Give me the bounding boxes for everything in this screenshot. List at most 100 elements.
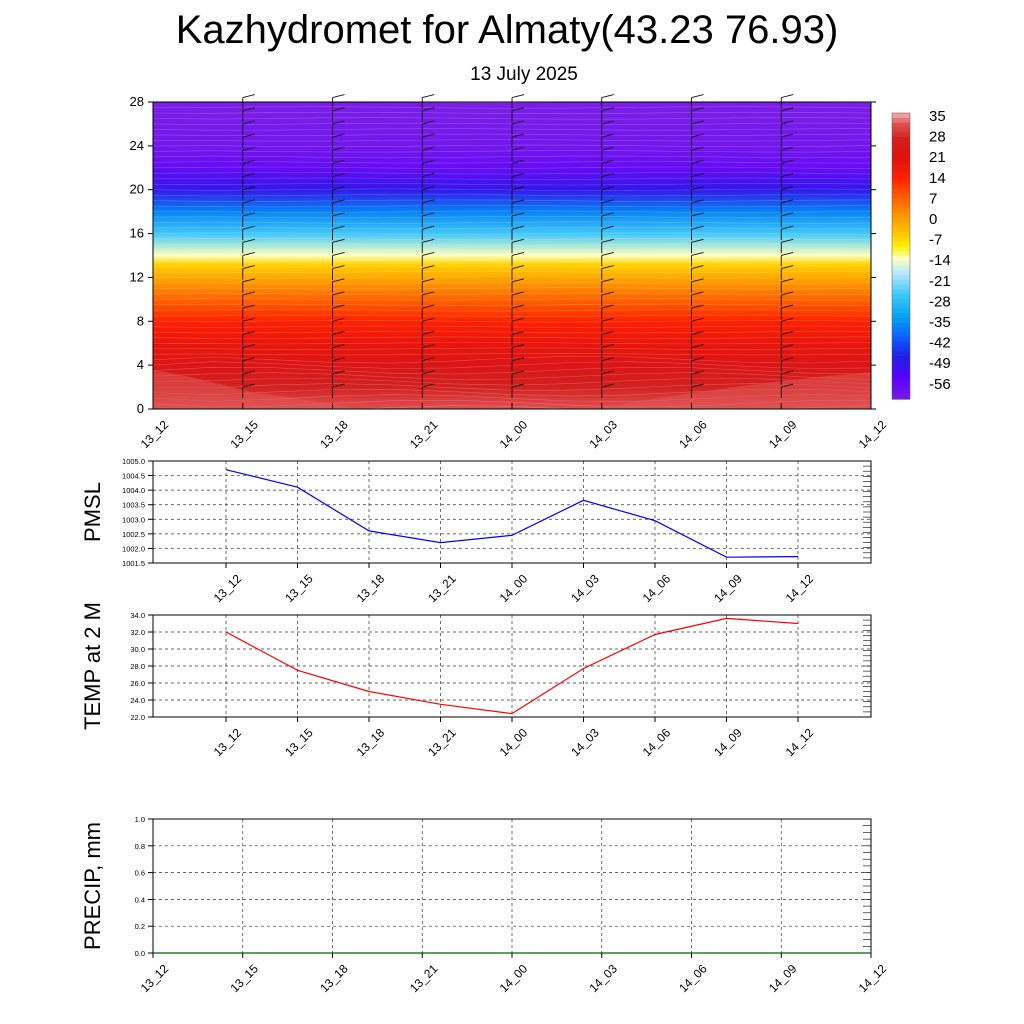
wind-barb-feather	[691, 330, 704, 335]
colorbar-label: 21	[929, 149, 946, 166]
wind-barb-feather	[422, 383, 435, 388]
colorbar-segment	[892, 208, 910, 214]
colorbar-segment	[892, 132, 910, 138]
wind-barb-feather	[511, 317, 525, 322]
colorbar-segment	[892, 141, 910, 147]
wind-barb-feather	[511, 370, 525, 375]
wind-barb-feather	[332, 186, 345, 191]
wind-barb-feather	[601, 304, 614, 309]
colorbar-segment	[892, 275, 910, 281]
y-tick-label: 16	[130, 226, 144, 241]
wind-barb-column	[780, 94, 794, 399]
y-tick-label: 1003.0	[122, 515, 145, 524]
wind-barb-feather	[691, 94, 704, 99]
wind-barb-feather	[511, 330, 525, 335]
wind-barb-feather	[511, 212, 525, 217]
wind-barb-feather	[601, 291, 614, 296]
wind-barb-feather	[242, 383, 255, 388]
y-tick-label: 0.2	[135, 922, 145, 931]
wind-barb-feather	[242, 357, 255, 362]
contour-line	[153, 366, 871, 375]
colorbar-segment	[892, 122, 910, 128]
y-tick-label: 0.8	[135, 842, 145, 851]
x-tick-label: 13_12	[138, 961, 172, 995]
y-tick-label: 30.0	[130, 645, 145, 654]
wind-barb-feather	[511, 344, 525, 349]
y-tick-label: 24.0	[130, 696, 145, 705]
colorbar-segment	[892, 327, 910, 333]
wind-barb-column	[332, 94, 345, 399]
colorbar-label: -42	[929, 335, 951, 352]
colorbar-segment	[892, 341, 910, 348]
wind-barb-feather	[601, 212, 614, 217]
wind-barb-feather	[422, 107, 435, 112]
series-line	[225, 469, 799, 558]
colorbar-segment	[892, 246, 910, 252]
contour-line	[153, 292, 871, 296]
x-tick-label: 13_21	[425, 725, 459, 759]
x-tick-label: 13_15	[282, 725, 316, 759]
wind-barb-feather	[242, 146, 255, 151]
x-tick-label: 14_00	[497, 725, 531, 759]
wind-barb-feather	[332, 173, 345, 177]
wind-barb-feather	[332, 357, 345, 362]
colorbar-segment	[892, 170, 910, 176]
x-tick-label: 14_09	[711, 571, 745, 605]
wind-barb-feather	[242, 94, 255, 99]
wind-barb-feather	[601, 252, 614, 256]
wind-barb-feather	[332, 199, 345, 204]
x-tick-label: 14_06	[676, 961, 710, 995]
x-tick-label: 14_06	[640, 571, 674, 605]
colorbar-segment	[892, 284, 910, 290]
x-tick-label: 13_12	[138, 417, 172, 451]
wind-barb-feather	[511, 199, 525, 204]
x-tick-label: 13_18	[354, 725, 388, 759]
wind-barb-feather	[332, 120, 345, 125]
x-tick-label: 14_00	[497, 961, 531, 995]
wind-barb-feather	[422, 291, 435, 296]
colorbar-segment	[892, 213, 910, 219]
colorbar-segment	[892, 313, 910, 319]
x-tick-label: 13_21	[425, 571, 459, 605]
wind-barb-feather	[422, 304, 435, 309]
y-tick-label: 1005.0	[122, 457, 145, 466]
wind-barb-feather	[332, 146, 345, 151]
wind-barb-feather	[332, 317, 345, 322]
chart-subtitle: 13 July 2025	[470, 64, 578, 85]
wind-barb-feather	[691, 186, 704, 191]
x-tick-label: 14_03	[586, 961, 620, 995]
colorbar-segment	[892, 117, 910, 124]
x-tick-label: 14_03	[568, 725, 602, 759]
wind-barb-feather	[691, 383, 704, 388]
wind-barb-feather	[242, 173, 255, 177]
x-tick-label: 14_03	[586, 417, 620, 451]
wind-barb-feather	[781, 357, 794, 362]
y-tick-label: 1002.5	[122, 530, 145, 539]
wind-barb-feather	[422, 186, 435, 191]
wind-barb-feather	[691, 252, 704, 256]
wind-barb-feather	[601, 173, 614, 177]
wind-barb-column	[691, 94, 704, 399]
colorbar-segment	[892, 155, 910, 162]
wind-barb-feather	[691, 159, 704, 164]
wind-barb-feather	[601, 159, 614, 164]
wind-barb-feather	[242, 252, 255, 256]
colorbar-label: 28	[929, 129, 946, 146]
colorbar-segment	[892, 270, 910, 276]
colorbar-segment	[892, 146, 910, 152]
wind-barb-feather	[691, 291, 704, 296]
colorbar-segment	[892, 394, 910, 400]
colorbar-segment	[892, 203, 910, 209]
wind-barb-feather	[691, 120, 704, 125]
wind-barb-column	[511, 94, 525, 399]
wind-barb-feather	[781, 225, 794, 230]
wind-barb-feather	[422, 133, 435, 138]
wind-barb-feather	[691, 317, 704, 322]
wind-barb-feather	[601, 265, 614, 270]
colorbar-segment	[892, 217, 910, 224]
wind-barb-feather	[332, 344, 345, 349]
colorbar-segment	[892, 379, 910, 386]
wind-barb-feather	[691, 370, 704, 375]
wind-barb-feather	[422, 265, 435, 270]
